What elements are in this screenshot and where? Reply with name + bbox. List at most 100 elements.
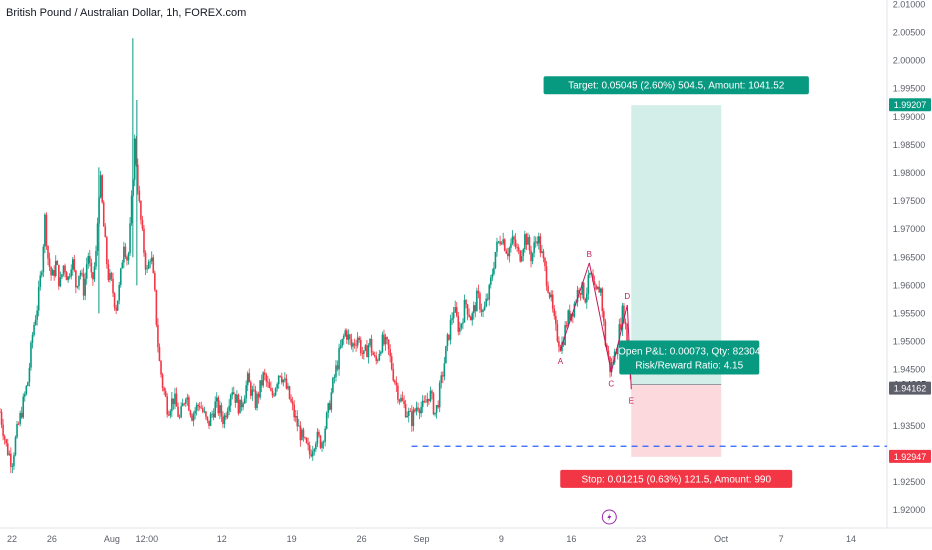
candle-body [257, 393, 260, 398]
candle-body [67, 276, 69, 281]
candle-body [62, 265, 65, 275]
candle-body [626, 323, 628, 343]
candle-body [296, 416, 299, 427]
candle-body [449, 319, 452, 340]
candle-body [519, 250, 522, 262]
candle-body [400, 397, 402, 402]
candle-body [191, 415, 193, 421]
candle-body [51, 270, 54, 276]
candle-body [582, 282, 585, 299]
pnl-label: Open P&L: 0.00073, Qty: 82304 [618, 346, 761, 357]
candle-body [211, 413, 213, 415]
candle-body [92, 272, 94, 280]
candle-body [61, 274, 63, 278]
candle-body [516, 246, 518, 248]
candle-body [36, 310, 38, 320]
candle-body [336, 365, 339, 370]
candle-body [0, 411, 3, 425]
candle-body [118, 284, 121, 301]
candle-body [115, 307, 117, 311]
candle-body [551, 294, 554, 309]
candle-body [130, 195, 133, 224]
candle-body [612, 362, 614, 364]
candle-body [37, 286, 40, 311]
candle-body [565, 325, 568, 327]
time-tick-label: 12:00 [136, 534, 159, 544]
candle-body [493, 267, 495, 275]
candle-body [397, 385, 399, 400]
candle-body [141, 219, 144, 229]
candle-body [174, 393, 176, 405]
candle-body [68, 276, 71, 278]
candle-body [212, 413, 215, 418]
candle-body [503, 239, 506, 251]
candle-body [262, 372, 265, 386]
candle-body [333, 376, 336, 378]
candle-body [188, 397, 190, 411]
candle-body [579, 293, 582, 295]
candle-body [119, 268, 122, 285]
candle-body [598, 286, 600, 293]
candle-body [474, 305, 477, 312]
candle-body [553, 308, 556, 316]
candle-body [346, 330, 348, 340]
candle-body [386, 336, 388, 340]
candle-body [514, 239, 517, 247]
candle-body [616, 346, 619, 355]
candle-body [253, 389, 255, 391]
price-tick-label: 1.95500 [893, 308, 926, 318]
candle-body [280, 376, 283, 383]
candle-body [237, 394, 240, 414]
candle-body [531, 253, 534, 262]
candle-body [485, 298, 487, 307]
candle-body [0, 411, 1, 413]
candle-body [265, 374, 268, 382]
candle-body [112, 278, 114, 294]
candle-body [555, 315, 557, 325]
candle-body [240, 399, 243, 408]
price-tick-label: 1.95000 [893, 337, 926, 347]
candle-body [2, 424, 4, 437]
candle-body [463, 300, 466, 323]
price-badge: 1.94162 [894, 384, 927, 394]
candle-body [298, 425, 300, 427]
candle-body [161, 374, 164, 388]
candle-body [568, 310, 571, 321]
candle-body [93, 266, 96, 280]
candle-body [34, 319, 37, 325]
candle-body [324, 428, 326, 442]
candle-body [472, 305, 475, 314]
candle-body [356, 337, 359, 346]
time-tick-label: 19 [287, 534, 297, 544]
candle-body [13, 455, 15, 467]
candle-body [242, 403, 244, 408]
candle-body [147, 262, 150, 269]
candle-body [471, 313, 474, 321]
wave-segment [610, 304, 628, 373]
price-tick-label: 1.97000 [893, 224, 926, 234]
candle-body [380, 352, 382, 355]
candle-body [208, 420, 210, 426]
candle-body [22, 396, 25, 418]
price-tick-label: 2.00000 [893, 56, 926, 66]
candle-body [620, 324, 622, 330]
candle-body [133, 138, 136, 180]
time-tick-label: Sep [414, 534, 430, 544]
candle-body [260, 380, 263, 386]
candle-body [197, 404, 199, 407]
candle-body [127, 253, 130, 261]
candle-body [355, 345, 357, 346]
candle-body [384, 336, 387, 345]
candle-body [533, 242, 535, 254]
candle-body [169, 411, 172, 416]
time-tick-label: 26 [47, 534, 57, 544]
lightning-glyph-icon [607, 513, 612, 521]
candle-body [135, 138, 138, 165]
candle-body [524, 234, 526, 250]
candle-body [8, 453, 11, 455]
price-tick-label: 1.99000 [893, 112, 926, 122]
candle-body [236, 394, 238, 403]
candle-body [489, 277, 492, 285]
candle-body [95, 250, 97, 267]
